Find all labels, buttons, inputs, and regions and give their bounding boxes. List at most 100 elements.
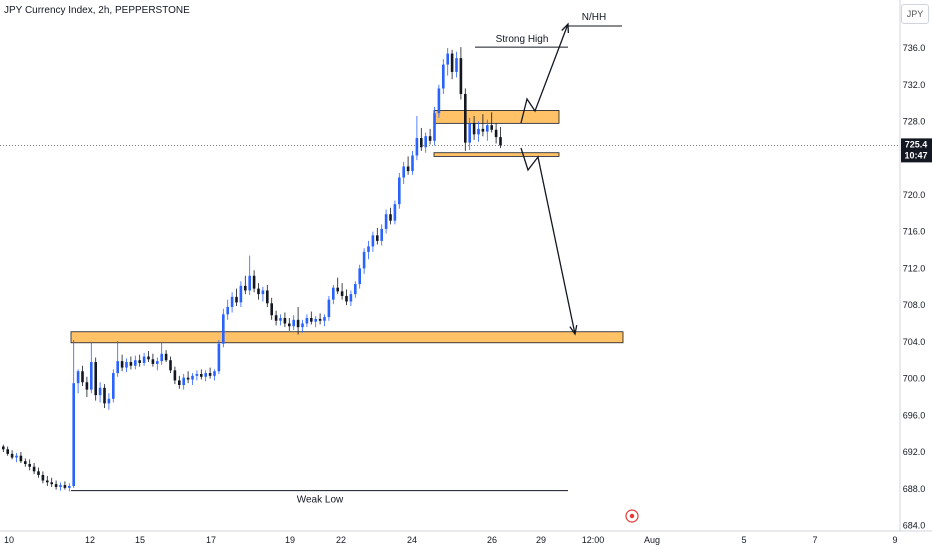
candle[interactable] (437, 84, 441, 118)
candle[interactable] (200, 369, 203, 380)
candle[interactable] (178, 375, 181, 389)
candle[interactable] (433, 106, 436, 146)
candle[interactable] (371, 231, 375, 252)
candle[interactable] (15, 452, 18, 463)
candle[interactable] (37, 467, 40, 478)
candle[interactable] (428, 128, 432, 145)
candle[interactable] (186, 371, 190, 384)
candle[interactable] (354, 281, 357, 298)
price-axis[interactable]: 684.0 688.0 692.0 696.0 700.0 704.0 708.0 712.0… (903, 43, 926, 530)
candle[interactable] (68, 483, 71, 492)
candle[interactable] (54, 480, 58, 490)
candle[interactable] (81, 365, 84, 386)
candle[interactable] (376, 228, 379, 245)
candle[interactable] (486, 119, 489, 141)
candle[interactable] (90, 341, 93, 394)
candle[interactable] (94, 357, 97, 401)
candle[interactable] (164, 350, 168, 363)
candle[interactable] (85, 376, 89, 397)
candle[interactable] (208, 367, 212, 379)
candle[interactable] (19, 452, 23, 464)
candle[interactable] (358, 264, 361, 289)
candle[interactable] (389, 207, 392, 225)
candle[interactable] (46, 475, 49, 487)
candle[interactable] (323, 314, 326, 327)
candle[interactable] (266, 284, 269, 307)
candle[interactable] (76, 369, 80, 394)
candle[interactable] (222, 308, 225, 348)
candle[interactable] (455, 51, 458, 78)
candle[interactable] (296, 306, 300, 335)
candle[interactable] (107, 393, 111, 410)
candle[interactable] (380, 224, 383, 246)
upper-supply-zone[interactable] (433, 110, 560, 124)
candle[interactable] (10, 450, 14, 460)
candle[interactable] (442, 59, 445, 94)
candle[interactable] (468, 117, 471, 150)
candle[interactable] (384, 209, 388, 234)
candle[interactable] (494, 123, 498, 144)
currency-button[interactable]: JPY (901, 4, 929, 24)
candle[interactable] (450, 49, 454, 80)
candle[interactable] (213, 369, 216, 381)
alert-icon[interactable] (625, 509, 639, 523)
candle[interactable] (367, 240, 370, 260)
candle[interactable] (406, 156, 410, 175)
candle[interactable] (424, 132, 427, 153)
candle[interactable] (499, 127, 502, 149)
candle[interactable] (160, 341, 163, 365)
candle[interactable] (28, 459, 31, 471)
candle[interactable] (239, 281, 243, 307)
candle[interactable] (169, 356, 172, 374)
candle[interactable] (50, 477, 53, 487)
candle[interactable] (420, 127, 423, 151)
candle[interactable] (191, 373, 194, 386)
candle[interactable] (156, 357, 159, 371)
candle[interactable] (2, 444, 5, 453)
candle[interactable] (151, 353, 155, 367)
candle[interactable] (248, 255, 251, 296)
candle[interactable] (481, 114, 485, 137)
candle[interactable] (305, 314, 309, 328)
candle[interactable] (120, 354, 124, 372)
candle[interactable] (393, 200, 397, 225)
candle[interactable] (402, 161, 405, 184)
candle[interactable] (147, 351, 150, 363)
candle[interactable] (173, 366, 177, 385)
candle[interactable] (226, 299, 229, 320)
time-axis[interactable]: 10 12 15 17 19 22 24 26 29 12:00 Aug 5 7 9 (4, 535, 898, 545)
candle[interactable] (327, 295, 331, 321)
candle[interactable] (459, 47, 463, 100)
candle[interactable] (261, 286, 265, 302)
candle[interactable] (301, 319, 304, 333)
candle[interactable] (398, 172, 401, 209)
candle[interactable] (362, 248, 366, 274)
candle[interactable] (349, 290, 353, 307)
candle[interactable] (112, 369, 115, 403)
candle[interactable] (292, 315, 295, 330)
candle[interactable] (244, 275, 247, 295)
candle[interactable] (283, 312, 287, 328)
candle[interactable] (230, 292, 234, 313)
candle[interactable] (235, 288, 238, 307)
candle[interactable] (279, 314, 282, 326)
candle[interactable] (411, 150, 414, 175)
candle[interactable] (270, 297, 273, 320)
candle[interactable] (204, 370, 207, 382)
candle[interactable] (345, 289, 348, 306)
candle[interactable] (125, 358, 128, 373)
lower-demand-line[interactable] (433, 152, 560, 157)
candle[interactable] (217, 340, 221, 374)
candle[interactable] (182, 373, 185, 390)
candle[interactable] (134, 355, 137, 370)
candle[interactable] (32, 463, 36, 475)
candle[interactable] (336, 277, 339, 295)
candle[interactable] (59, 482, 62, 491)
candles-layer[interactable] (2, 47, 502, 492)
candle[interactable] (477, 121, 480, 142)
candle[interactable] (446, 48, 449, 76)
candle[interactable] (72, 340, 75, 488)
candle[interactable] (274, 310, 278, 326)
candle[interactable] (490, 112, 493, 133)
